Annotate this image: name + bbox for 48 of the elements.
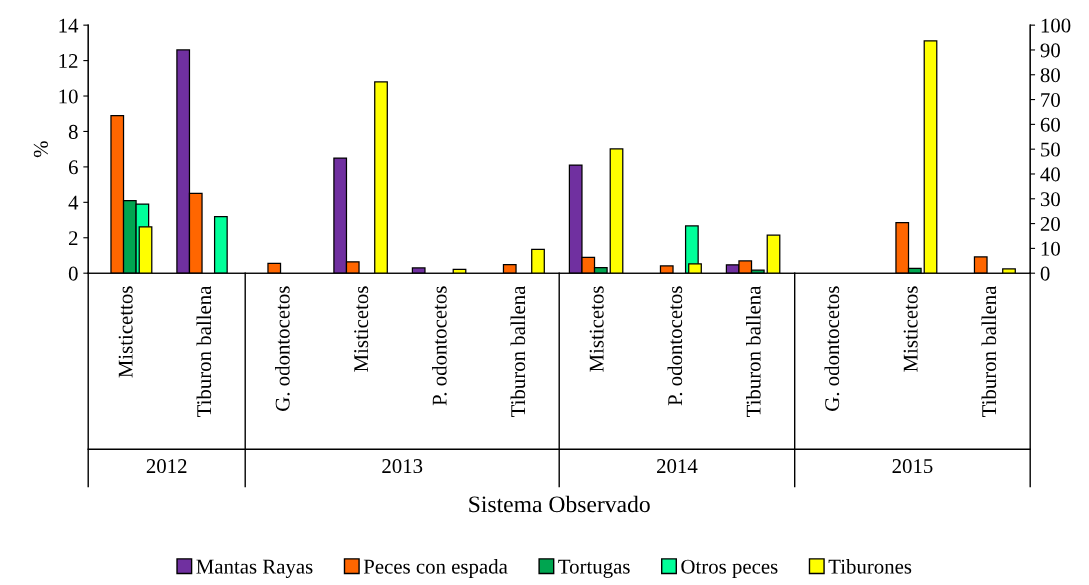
x-tick-label: Misticetos xyxy=(903,286,918,372)
x-tick-label: P. odontocetos xyxy=(667,286,683,406)
bar xyxy=(766,234,781,274)
text: 2013 xyxy=(382,459,423,474)
bar xyxy=(923,40,938,274)
y-tick-label: 12 xyxy=(59,54,78,68)
y-axis-title: % xyxy=(33,141,48,158)
y-tick-label: 14 xyxy=(59,18,79,33)
legend-label: Mantas Rayas xyxy=(196,559,313,578)
y2-tick-label: 70 xyxy=(1041,92,1060,107)
legend-label: Tortugas xyxy=(558,559,630,578)
bar xyxy=(374,81,388,274)
legend-label: Tiburones xyxy=(828,559,912,574)
x-tick-label: Tiburon ballena xyxy=(746,285,761,417)
y2-tick-label: 0 xyxy=(1040,266,1050,281)
x-tick-label: P. odontocetos xyxy=(432,286,447,406)
text: 2014 xyxy=(657,459,698,474)
x-tick-label: G. odontocetos xyxy=(275,286,290,411)
y2-tick-label: 90 xyxy=(1040,43,1060,58)
y2-tick-label: 80 xyxy=(1040,68,1060,83)
y2-tick-label: 60 xyxy=(1040,117,1060,132)
y2-tick-label: 40 xyxy=(1040,167,1060,182)
x-tick-label: Tiburon ballena xyxy=(981,285,997,417)
text: 2012 xyxy=(146,459,187,474)
y2-tick-label: 100 xyxy=(1041,18,1071,33)
x-tick-label: Misticetos xyxy=(589,286,604,372)
y-tick-label: 2 xyxy=(68,231,78,245)
bar xyxy=(609,148,624,274)
y-tick-label: 0 xyxy=(68,266,78,281)
y-tick-label: 6 xyxy=(68,160,78,175)
x-tick-label: G. odontocetos xyxy=(824,286,840,411)
x-tick-label: Tiburon ballena xyxy=(196,285,212,417)
y-tick-label: 8 xyxy=(68,124,78,139)
bar xyxy=(531,248,545,274)
y2-tick-label: 10 xyxy=(1041,241,1060,256)
y2-tick-label: 50 xyxy=(1041,142,1060,157)
x-axis-title: Sistema Observado xyxy=(469,495,650,513)
y-tick-label: 4 xyxy=(68,195,79,210)
x-tick-label: Misticetos xyxy=(354,286,369,372)
y-tick-label: 10 xyxy=(59,89,78,104)
legend-label: Peces con espada xyxy=(363,559,508,578)
x-tick-label: Misticettos xyxy=(118,286,133,378)
x-tick-label: Tiburon ballena xyxy=(510,285,526,417)
bar xyxy=(1002,268,1016,274)
y2-tick-label: 20 xyxy=(1040,216,1060,232)
y2-tick-label: 30 xyxy=(1040,192,1060,207)
text: 2015 xyxy=(892,459,933,474)
legend-label: Otros peces xyxy=(681,559,778,578)
